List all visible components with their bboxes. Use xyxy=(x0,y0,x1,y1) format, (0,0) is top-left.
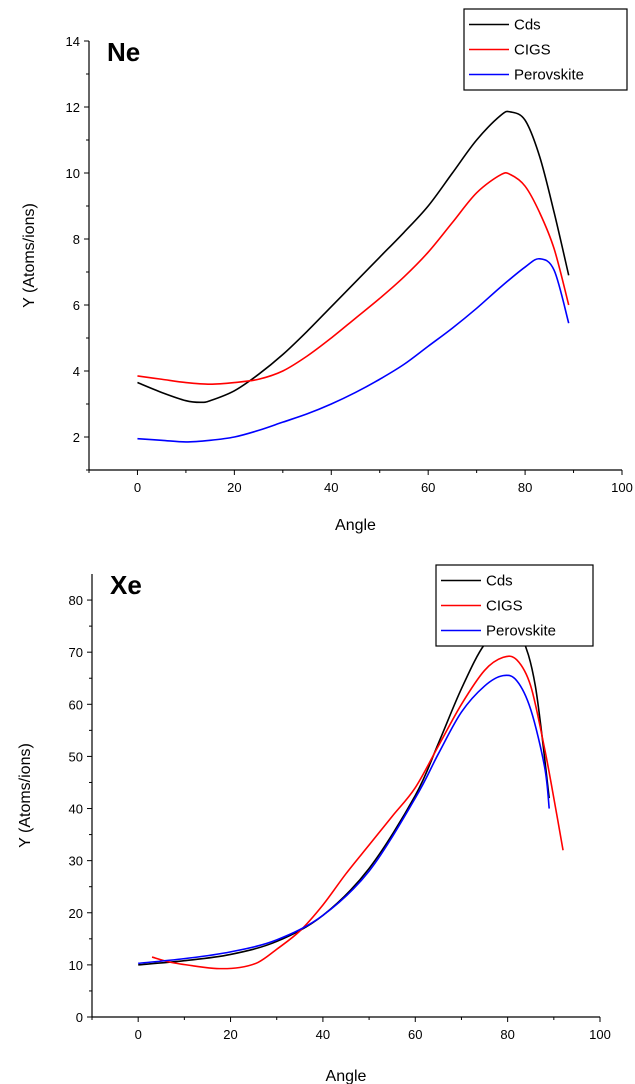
xe-x-tick-label: 0 xyxy=(135,1027,142,1042)
ne-y-tick-label: 6 xyxy=(73,298,80,313)
ne-x-tick-label: 80 xyxy=(518,480,532,495)
ne-x-tick-label: 100 xyxy=(611,480,633,495)
xe-y-tick-label: 70 xyxy=(69,645,83,660)
xe-chart: 0 20 40 60 80 100 0 10 20 30 40 50 60 70 80 Angle Y (Ato… xyxy=(17,564,611,1084)
xe-series-line-cigs xyxy=(151,655,564,970)
xe-y-axis-title: Y (Atoms/ions) xyxy=(17,743,34,848)
xe-y-tick-label: 50 xyxy=(69,749,83,764)
ne-x-tick-label: 40 xyxy=(324,480,338,495)
ne-y-tick-label: 8 xyxy=(73,232,80,247)
xe-y-tick-label: 40 xyxy=(69,802,83,817)
xe-legend-label: Perovskite xyxy=(486,623,556,640)
xe-legend-label: CIGS xyxy=(486,598,523,615)
ne-legend-label: CIGS xyxy=(514,42,551,59)
ne-y-tick-label: 2 xyxy=(73,430,80,445)
ne-x-tick-label: 60 xyxy=(421,480,435,495)
ne-y-tick-label: 12 xyxy=(66,100,80,115)
xe-series-line-perovskite xyxy=(138,674,550,965)
ne-chart: 0 20 40 60 80 100 2 4 6 8 10 12 14 Angle Y (Atoms/ions… xyxy=(21,8,633,534)
xe-x-tick-label: 40 xyxy=(316,1027,330,1042)
ne-y-tick-label: 14 xyxy=(66,34,80,49)
ne-y-tick-label: 4 xyxy=(73,364,80,379)
xe-x-tick-label: 100 xyxy=(589,1027,611,1042)
ne-legend-label: Cds xyxy=(514,17,541,34)
xe-y-tick-label: 80 xyxy=(69,593,83,608)
ne-series-line-cds xyxy=(137,110,570,404)
xe-panel-label: Xe xyxy=(110,570,142,600)
xe-y-tick-label: 10 xyxy=(69,958,83,973)
xe-series-line-cds xyxy=(138,624,550,966)
xe-x-tick-label: 60 xyxy=(408,1027,422,1042)
ne-series-line-perovskite xyxy=(137,257,570,443)
ne-y-tick-label: 10 xyxy=(66,166,80,181)
xe-x-tick-label: 20 xyxy=(223,1027,237,1042)
ne-x-tick-label: 20 xyxy=(227,480,241,495)
xe-y-tick-label: 20 xyxy=(69,906,83,921)
ne-series-line-cigs xyxy=(137,171,570,385)
ne-x-axis-title: Angle xyxy=(335,517,376,534)
xe-y-tick-label: 0 xyxy=(76,1010,83,1025)
ne-panel-label: Ne xyxy=(107,37,140,67)
ne-legend-label: Perovskite xyxy=(514,67,584,84)
xe-x-tick-label: 80 xyxy=(500,1027,514,1042)
xe-y-tick-label: 60 xyxy=(69,697,83,712)
ne-x-tick-label: 0 xyxy=(134,480,141,495)
xe-y-tick-label: 30 xyxy=(69,854,83,869)
xe-x-axis-title: Angle xyxy=(326,1068,367,1084)
ne-y-axis-title: Y (Atoms/ions) xyxy=(21,203,38,308)
xe-legend-label: Cds xyxy=(486,573,513,590)
